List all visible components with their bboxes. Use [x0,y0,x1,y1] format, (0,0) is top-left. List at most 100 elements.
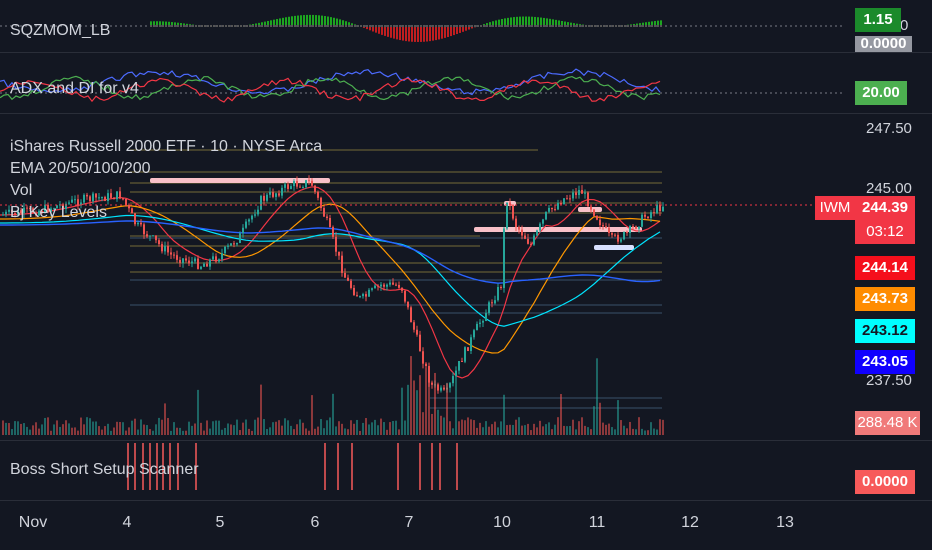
legend-key-levels[interactable]: Bj Key Levels [10,204,107,221]
squeeze-dot [279,25,281,27]
scale-tick: 245.00 [866,180,912,197]
squeeze-dot [414,25,416,27]
candle-body [281,187,283,196]
candle-body [521,229,523,236]
volume-bar [581,417,583,435]
volume-bar [533,423,535,435]
candle-body [323,208,325,217]
volume-bar [203,430,205,435]
sqzmom-bar [378,26,380,34]
volume-bar [353,423,355,435]
volume-bar [281,425,283,435]
volume-bar [41,424,43,435]
candle-body [143,224,145,235]
candle-body [512,205,514,219]
candle-body [146,234,148,237]
squeeze-dot [156,25,158,27]
candle-body [212,256,214,260]
volume-bar [335,426,337,435]
volume-bar [578,421,580,435]
volume-bar [116,421,118,435]
pane-separator[interactable] [0,440,932,441]
candle-body [590,206,592,210]
sqzmom-bar [276,19,278,26]
sqzmom-bar [507,17,509,26]
volume-bar [476,427,478,435]
adx-label[interactable]: ADX and DI for v4 [10,80,139,97]
volume-bar [563,425,565,435]
candle-body [644,214,646,217]
squeeze-dot [453,25,455,27]
volume-bar [17,421,19,435]
volume-bar [620,420,622,435]
legend-ema[interactable]: EMA 20/50/100/200 [10,160,151,177]
volume-bar [242,422,244,435]
sqzmom-label[interactable]: SQZMOM_LB [10,22,111,39]
symbol-tag[interactable]: IWM [815,196,855,220]
volume-bar [278,420,280,435]
candle-body [425,363,427,367]
volume-bar [449,421,451,435]
candle-body [614,234,616,236]
volume-bar [176,427,178,435]
squeeze-dot [174,25,176,27]
volume-bar [557,417,559,435]
volume-bar [482,427,484,435]
sqzmom-bar [453,26,455,36]
candle-body [248,219,250,222]
sqzmom-bar [492,21,494,26]
squeeze-dot [576,25,578,27]
sqzmom-bar [510,17,512,26]
volume-bar [23,423,25,435]
candle-body [431,382,433,385]
boss-scanner-label[interactable]: Boss Short Setup Scanner [10,461,199,478]
squeeze-dot [447,25,449,27]
volume-bar [245,419,247,435]
volume-bar [416,390,418,435]
pane-separator[interactable] [0,52,932,53]
candle-body [392,282,394,285]
squeeze-dot [597,25,599,27]
legend-vol[interactable]: Vol [10,182,33,199]
squeeze-dot [633,25,635,27]
candle-body [116,191,118,200]
sqzmom-bar [390,26,392,38]
sqzmom-bar [393,26,395,39]
candle-body [602,225,604,227]
volume-bar [545,424,547,435]
candle-body [197,258,199,269]
candle-body [398,284,400,288]
candle-body [245,221,247,228]
symbol-title[interactable]: iShares Russell 2000 ETF · 10 · NYSE Arc… [10,138,323,155]
ema20-line [0,186,661,379]
volume-bar [365,418,367,435]
volume-bar [218,420,220,435]
pane-separator[interactable] [0,500,932,501]
sqzmom-bar [642,22,644,26]
candle-body [575,192,577,196]
squeeze-dot [189,25,191,27]
candle-body [497,287,499,301]
candle-body [92,193,94,202]
candle-body [440,387,442,391]
volume-bar [179,427,181,435]
squeeze-dot [336,25,338,27]
candle-body [47,204,49,213]
sqzmom-bar [162,21,164,26]
volume-bar [206,420,208,435]
pane-separator[interactable] [0,113,932,114]
candle-body [269,192,271,195]
volume-bar [647,430,649,435]
sqzmom-bar [429,26,431,42]
candle-body [584,192,586,194]
candle-body [419,334,421,352]
squeeze-dot [390,25,392,27]
squeeze-dot [501,25,503,27]
sqzmom-bar [459,26,461,33]
volume-bar [254,419,256,435]
squeeze-dot [177,25,179,27]
candle-body [227,245,229,247]
candle-body [530,243,532,245]
sqzmom-bar [300,15,302,26]
